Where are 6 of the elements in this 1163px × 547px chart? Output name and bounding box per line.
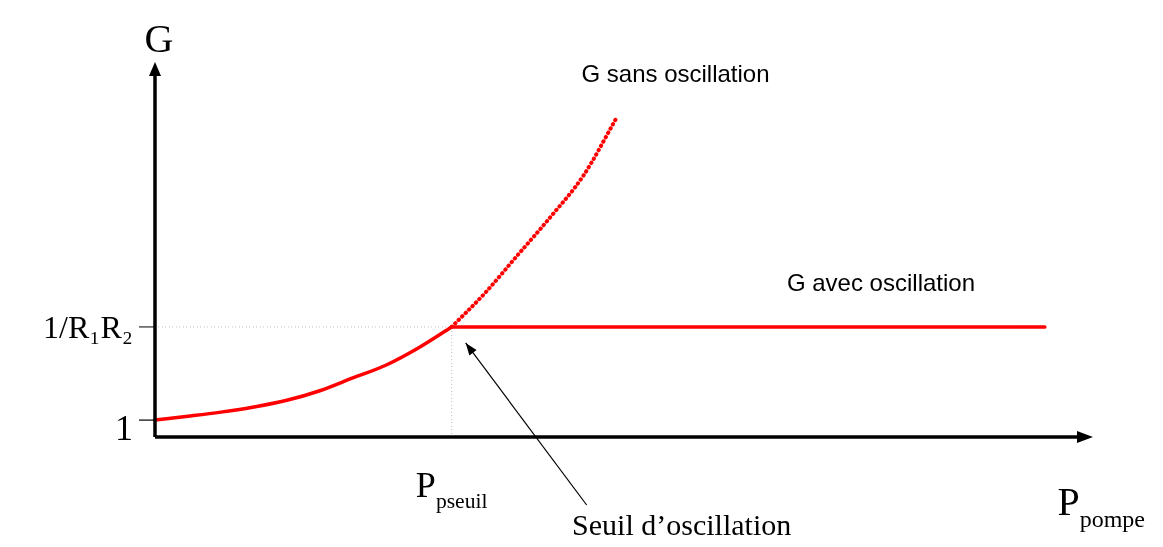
- y-axis-title: G: [144, 16, 174, 61]
- series-label: G avec oscillation: [786, 268, 976, 296]
- text: Seuil d’oscillation: [572, 508, 792, 541]
- series-label: G sans oscillation: [581, 60, 770, 87]
- text: 1: [115, 408, 133, 449]
- ref-line-label: 1/R₁R₂: [43, 308, 133, 345]
